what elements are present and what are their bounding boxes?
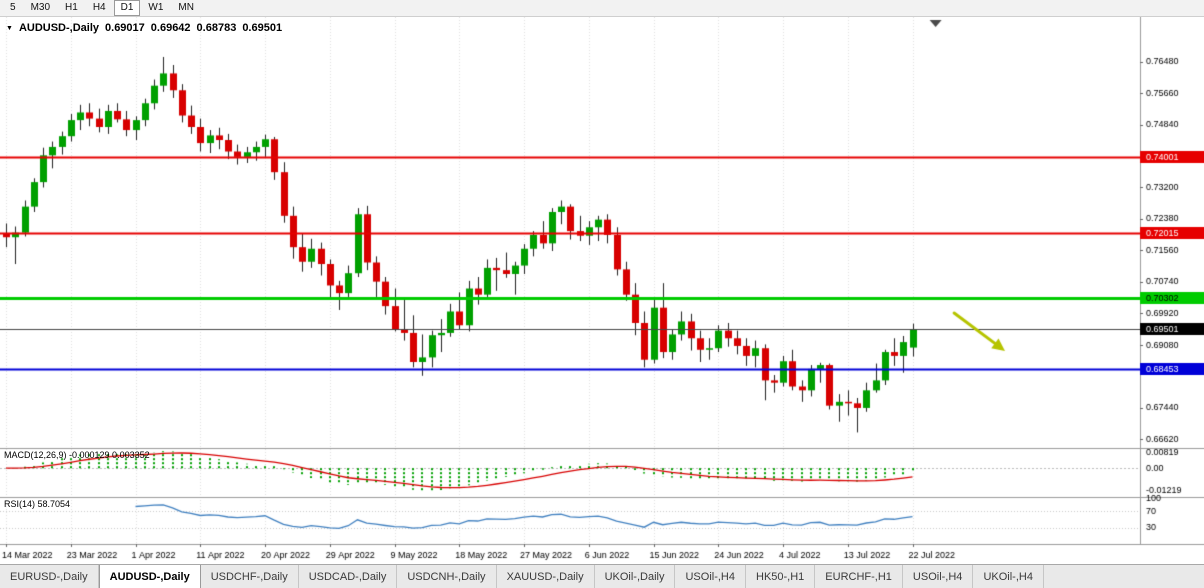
- timeframe-button-h1[interactable]: H1: [65, 2, 78, 13]
- timeframe-button-d1[interactable]: D1: [113, 0, 141, 16]
- rsi-indicator-label: RSI(14) 58.7054: [4, 499, 71, 509]
- symbol-tab-usoil-h4[interactable]: USOil-,H4: [903, 565, 974, 588]
- chart-high-value: 0.69642: [150, 22, 191, 34]
- timeframe-button-h4[interactable]: H4: [92, 2, 106, 13]
- symbol-tab-usdcnh-daily[interactable]: USDCNH-,Daily: [397, 565, 497, 588]
- timeframe-button-m30[interactable]: M30: [30, 2, 51, 13]
- symbol-tab-usdcad-daily[interactable]: USDCAD-,Daily: [299, 565, 398, 588]
- chart-symbol-period: AUDUSD-,Daily: [18, 22, 100, 34]
- timeframe-button-mn[interactable]: MN: [178, 2, 194, 13]
- collapse-icon[interactable]: ▼: [6, 24, 13, 32]
- timeframe-button-5[interactable]: 5: [10, 2, 16, 13]
- symbol-tab-ukoil-h4[interactable]: UKOil-,H4: [973, 565, 1044, 588]
- symbol-tab-eurusd-daily[interactable]: EURUSD-,Daily: [0, 565, 99, 588]
- chart-area: ▼ AUDUSD-,Daily 0.69017 0.69642 0.68783 …: [0, 17, 1204, 564]
- chart-low-value: 0.68783: [196, 22, 237, 34]
- chart-open-value: 0.69017: [105, 22, 145, 34]
- symbol-tab-usdchf-daily[interactable]: USDCHF-,Daily: [201, 565, 299, 588]
- symbol-tabbar: EURUSD-,Daily AUDUSD-,Daily USDCHF-,Daily U…: [0, 564, 1204, 588]
- timeframe-button-w1[interactable]: W1: [148, 2, 164, 13]
- symbol-tab-hk50-h1[interactable]: HK50-,H1: [746, 565, 816, 588]
- price-chart-canvas[interactable]: [0, 17, 1204, 564]
- chart-title: ▼ AUDUSD-,Daily 0.69017 0.69642 0.68783 …: [6, 22, 282, 34]
- timeframe-toolbar: 5 M30 H1 H4 D1 W1 MN: [0, 0, 1204, 17]
- symbol-tab-eurchf-h1[interactable]: EURCHF-,H1: [815, 565, 903, 588]
- symbol-tab-xauusd-daily[interactable]: XAUUSD-,Daily: [497, 565, 595, 588]
- symbol-tab-audusd-daily[interactable]: AUDUSD-,Daily: [98, 565, 201, 588]
- macd-indicator-label: MACD(12,26,9) -0.000129 0.003352: [4, 450, 150, 460]
- symbol-tab-usoil-h4[interactable]: USOil-,H4: [675, 565, 746, 588]
- symbol-tab-ukoil-daily[interactable]: UKOil-,Daily: [595, 565, 676, 588]
- chart-close-value: 0.69501: [242, 22, 283, 34]
